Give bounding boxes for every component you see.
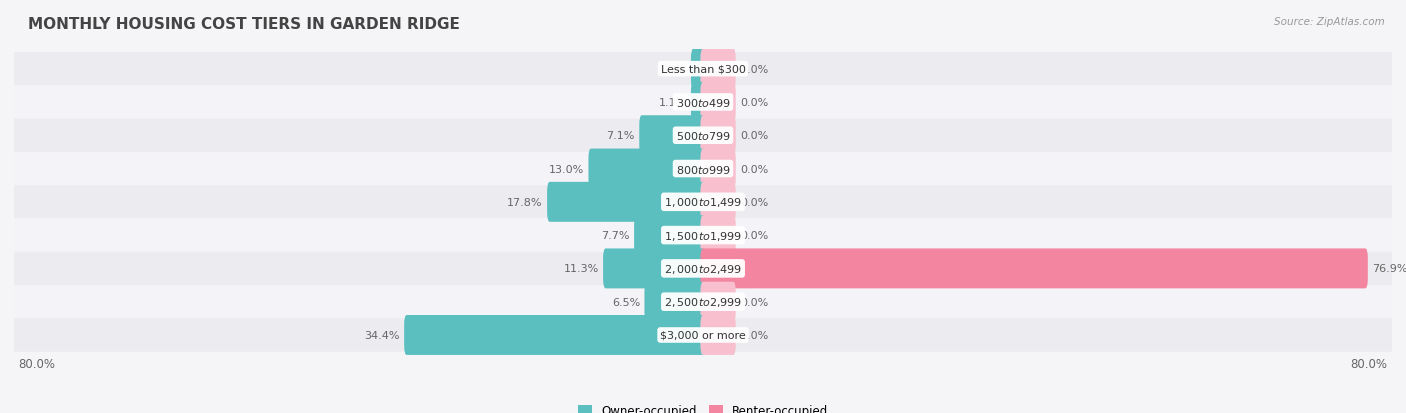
Text: 0.0%: 0.0% xyxy=(740,131,768,141)
FancyBboxPatch shape xyxy=(14,119,1392,152)
Text: 80.0%: 80.0% xyxy=(18,357,55,370)
Text: $300 to $499: $300 to $499 xyxy=(675,97,731,109)
FancyBboxPatch shape xyxy=(14,86,1392,119)
Text: 11.3%: 11.3% xyxy=(564,264,599,274)
FancyBboxPatch shape xyxy=(14,219,1392,252)
FancyBboxPatch shape xyxy=(700,282,735,322)
FancyBboxPatch shape xyxy=(634,216,706,256)
Legend: Owner-occupied, Renter-occupied: Owner-occupied, Renter-occupied xyxy=(578,404,828,413)
FancyBboxPatch shape xyxy=(700,116,735,156)
FancyBboxPatch shape xyxy=(589,149,706,189)
Text: MONTHLY HOUSING COST TIERS IN GARDEN RIDGE: MONTHLY HOUSING COST TIERS IN GARDEN RID… xyxy=(28,17,460,31)
FancyBboxPatch shape xyxy=(700,216,735,256)
FancyBboxPatch shape xyxy=(404,315,706,355)
FancyBboxPatch shape xyxy=(700,249,1368,289)
Text: 0.0%: 0.0% xyxy=(740,164,768,174)
FancyBboxPatch shape xyxy=(700,315,735,355)
Text: 0.0%: 0.0% xyxy=(740,98,768,108)
FancyBboxPatch shape xyxy=(640,116,706,156)
Text: 17.8%: 17.8% xyxy=(508,197,543,207)
FancyBboxPatch shape xyxy=(603,249,706,289)
Text: $1,500 to $1,999: $1,500 to $1,999 xyxy=(664,229,742,242)
Text: Source: ZipAtlas.com: Source: ZipAtlas.com xyxy=(1274,17,1385,26)
Text: 1.1%: 1.1% xyxy=(658,64,686,74)
Text: 0.0%: 0.0% xyxy=(740,230,768,240)
FancyBboxPatch shape xyxy=(14,152,1392,186)
FancyBboxPatch shape xyxy=(690,50,706,89)
FancyBboxPatch shape xyxy=(14,186,1392,219)
Text: 13.0%: 13.0% xyxy=(548,164,583,174)
Text: $1,000 to $1,499: $1,000 to $1,499 xyxy=(664,196,742,209)
Text: 80.0%: 80.0% xyxy=(1351,357,1388,370)
FancyBboxPatch shape xyxy=(14,318,1392,352)
Text: Less than $300: Less than $300 xyxy=(661,64,745,74)
Text: 0.0%: 0.0% xyxy=(740,330,768,340)
FancyBboxPatch shape xyxy=(14,285,1392,318)
Text: 34.4%: 34.4% xyxy=(364,330,399,340)
FancyBboxPatch shape xyxy=(690,83,706,123)
FancyBboxPatch shape xyxy=(700,183,735,222)
Text: 0.0%: 0.0% xyxy=(740,64,768,74)
FancyBboxPatch shape xyxy=(547,183,706,222)
FancyBboxPatch shape xyxy=(700,149,735,189)
Text: $2,500 to $2,999: $2,500 to $2,999 xyxy=(664,295,742,309)
FancyBboxPatch shape xyxy=(700,50,735,89)
Text: 76.9%: 76.9% xyxy=(1372,264,1406,274)
Text: $800 to $999: $800 to $999 xyxy=(675,163,731,175)
Text: 0.0%: 0.0% xyxy=(740,297,768,307)
Text: $500 to $799: $500 to $799 xyxy=(675,130,731,142)
FancyBboxPatch shape xyxy=(700,83,735,123)
FancyBboxPatch shape xyxy=(14,53,1392,86)
FancyBboxPatch shape xyxy=(644,282,706,322)
Text: 7.1%: 7.1% xyxy=(606,131,636,141)
Text: 0.0%: 0.0% xyxy=(740,197,768,207)
Text: 7.7%: 7.7% xyxy=(602,230,630,240)
Text: $3,000 or more: $3,000 or more xyxy=(661,330,745,340)
FancyBboxPatch shape xyxy=(14,252,1392,285)
Text: $2,000 to $2,499: $2,000 to $2,499 xyxy=(664,262,742,275)
Text: 1.1%: 1.1% xyxy=(658,98,686,108)
Text: 6.5%: 6.5% xyxy=(612,297,640,307)
